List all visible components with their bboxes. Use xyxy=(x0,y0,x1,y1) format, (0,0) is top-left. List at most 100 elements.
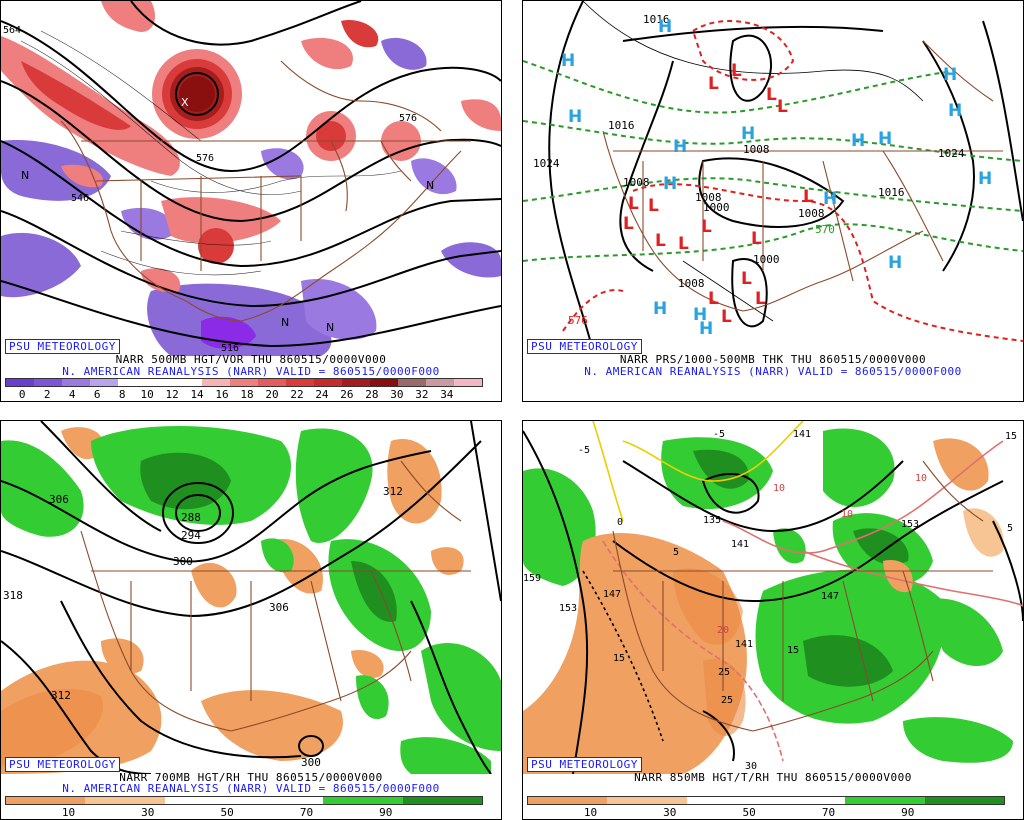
colorbar-segment xyxy=(398,379,426,386)
vorticity-colorbar xyxy=(5,378,483,387)
colorbar-tick-label: 34 xyxy=(440,388,454,401)
panel-500mb-vorticity: 564 576 576 546 516 N N N N X PSU METEOR… xyxy=(0,0,502,402)
relative-humidity-colorbar-ticks: 10 30 50 70 90 xyxy=(5,806,481,819)
colorbar-tick-label: 16 xyxy=(215,388,229,401)
reanalysis-valid-line: N. AMERICAN REANALYSIS (NARR) VALID = 86… xyxy=(62,365,440,378)
high-pressure-marker: H xyxy=(561,51,576,71)
svg-text:1008: 1008 xyxy=(695,191,722,204)
low-pressure-marker: L xyxy=(678,234,689,254)
svg-text:30: 30 xyxy=(745,761,757,772)
svg-text:5: 5 xyxy=(673,547,679,558)
svg-text:1016: 1016 xyxy=(878,186,905,199)
svg-text:10: 10 xyxy=(915,473,927,484)
relative-humidity-colorbar-ticks: 10 30 50 70 90 xyxy=(527,806,1003,819)
colorbar-segment xyxy=(845,797,925,804)
colorbar-tick-label: 4 xyxy=(68,388,76,401)
svg-text:10: 10 xyxy=(841,509,853,520)
colorbar-segment xyxy=(924,797,1004,804)
colorbar-segment xyxy=(6,379,34,386)
svg-text:1000: 1000 xyxy=(753,253,780,266)
colorbar-segment xyxy=(34,379,62,386)
colorbar-segment xyxy=(323,797,403,804)
svg-text:153: 153 xyxy=(901,519,919,530)
svg-text:25: 25 xyxy=(718,667,730,678)
svg-text:300: 300 xyxy=(301,756,321,769)
psu-meteorology-badge: PSU METEOROLOGY xyxy=(5,757,120,772)
svg-text:306: 306 xyxy=(49,493,69,506)
map-title: NARR 850MB HGT/T/RH THU 860515/0000V000 xyxy=(634,771,912,784)
vorticity-colorbar-ticks: 0 2 4 6 8 10 12 14 16 18 20 22 24 26 28 30 32 34 xyxy=(5,388,481,401)
svg-text:135: 135 xyxy=(703,515,721,526)
low-pressure-marker: L xyxy=(741,269,752,289)
colorbar-segment xyxy=(202,379,230,386)
colorbar-segment xyxy=(258,379,286,386)
high-pressure-marker: H xyxy=(948,101,963,121)
colorbar-tick-label: 32 xyxy=(415,388,429,401)
svg-text:300: 300 xyxy=(173,555,193,568)
svg-text:570: 570 xyxy=(815,223,835,236)
svg-text:312: 312 xyxy=(51,689,71,702)
svg-text:306: 306 xyxy=(269,601,289,614)
colorbar-segment xyxy=(314,379,342,386)
colorbar-tick-label: 50 xyxy=(742,806,756,819)
svg-text:159: 159 xyxy=(523,573,541,584)
colorbar-tick-label: 0 xyxy=(18,388,26,401)
svg-text:1008: 1008 xyxy=(798,207,825,220)
svg-text:294: 294 xyxy=(181,529,201,542)
high-pressure-marker: H xyxy=(978,169,993,189)
high-pressure-marker: H xyxy=(888,253,903,273)
colorbar-tick-label: 8 xyxy=(118,388,126,401)
colorbar-tick-label: 10 xyxy=(583,806,598,819)
colorbar-segment xyxy=(164,797,244,804)
svg-text:318: 318 xyxy=(3,589,23,602)
colorbar-tick-label: 10 xyxy=(61,806,76,819)
colorbar-tick-label: 90 xyxy=(379,806,393,819)
svg-text:N: N xyxy=(281,316,289,329)
high-pressure-marker: H xyxy=(568,107,583,127)
colorbar-segment xyxy=(342,379,370,386)
colorbar-segment xyxy=(230,379,258,386)
reanalysis-valid-line: N. AMERICAN REANALYSIS (NARR) VALID = 86… xyxy=(584,365,962,378)
low-pressure-marker: L xyxy=(751,229,762,249)
map-title: NARR 700MB HGT/RH THU 860515/0000V000 xyxy=(119,771,383,784)
low-pressure-marker: L xyxy=(721,307,732,327)
colorbar-segment xyxy=(62,379,90,386)
colorbar-tick-label: 18 xyxy=(240,388,254,401)
low-pressure-marker: L xyxy=(777,97,788,117)
high-pressure-marker: H xyxy=(653,299,668,319)
svg-text:N: N xyxy=(326,321,334,334)
high-pressure-marker: H xyxy=(823,189,838,209)
map-title: NARR 500MB HGT/VOR THU 860515/0000V000 xyxy=(115,353,387,366)
svg-text:576: 576 xyxy=(196,153,214,164)
colorbar-segment xyxy=(607,797,687,804)
relative-humidity-colorbar xyxy=(527,796,1005,805)
svg-text:1016: 1016 xyxy=(643,13,670,26)
colorbar-tick-label: 22 xyxy=(290,388,304,401)
colorbar-tick-label: 12 xyxy=(165,388,179,401)
svg-text:516: 516 xyxy=(221,343,239,354)
svg-text:X: X xyxy=(181,96,189,109)
colorbar-segment xyxy=(765,797,846,804)
svg-text:141: 141 xyxy=(793,429,811,440)
low-pressure-marker: L xyxy=(655,231,666,251)
svg-text:1000: 1000 xyxy=(703,201,730,214)
psu-meteorology-badge: PSU METEOROLOGY xyxy=(5,339,120,354)
colorbar-segment xyxy=(85,797,165,804)
svg-text:15: 15 xyxy=(787,645,799,656)
colorbar-segment xyxy=(174,379,202,386)
svg-text:1008: 1008 xyxy=(743,143,770,156)
svg-text:153: 153 xyxy=(559,603,577,614)
svg-text:564: 564 xyxy=(3,25,21,36)
low-pressure-marker: L xyxy=(766,85,777,105)
colorbar-tick-label: 70 xyxy=(299,806,314,819)
colorbar-segment xyxy=(286,379,314,386)
svg-text:576: 576 xyxy=(399,113,417,124)
relative-humidity-colorbar xyxy=(5,796,483,805)
svg-text:141: 141 xyxy=(735,639,753,650)
high-pressure-marker: H xyxy=(673,137,688,157)
svg-text:1024: 1024 xyxy=(533,157,560,170)
colorbar-tick-label: 50 xyxy=(220,806,234,819)
colorbar-segment xyxy=(454,379,482,386)
high-pressure-marker: H xyxy=(878,129,893,149)
svg-text:1008: 1008 xyxy=(623,176,650,189)
